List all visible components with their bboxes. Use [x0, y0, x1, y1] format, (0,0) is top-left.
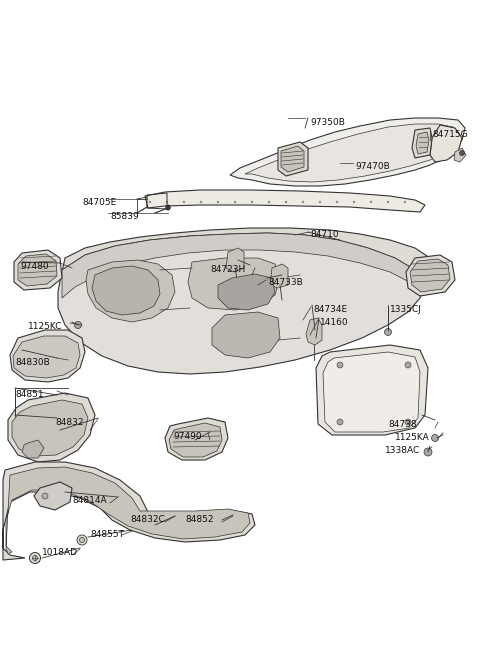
Polygon shape — [14, 250, 62, 290]
Polygon shape — [245, 124, 457, 182]
Circle shape — [336, 201, 338, 203]
Text: 1125KA: 1125KA — [395, 433, 430, 442]
Circle shape — [80, 537, 84, 543]
Circle shape — [285, 201, 287, 203]
Polygon shape — [410, 259, 450, 292]
Circle shape — [405, 419, 411, 425]
Circle shape — [74, 321, 82, 329]
Polygon shape — [60, 228, 432, 298]
Polygon shape — [86, 260, 175, 322]
Circle shape — [424, 448, 432, 456]
Text: 97480: 97480 — [20, 262, 48, 271]
Polygon shape — [3, 462, 255, 560]
Polygon shape — [165, 418, 228, 460]
Polygon shape — [188, 258, 280, 310]
Circle shape — [459, 150, 465, 155]
Text: 84851: 84851 — [15, 390, 44, 399]
Circle shape — [166, 205, 170, 209]
Text: 97490: 97490 — [173, 432, 202, 441]
Text: 84832C: 84832C — [130, 515, 165, 524]
Polygon shape — [13, 336, 80, 378]
Circle shape — [302, 201, 304, 203]
Text: 1018AD: 1018AD — [42, 548, 78, 557]
Text: 84855T: 84855T — [90, 530, 124, 539]
Polygon shape — [169, 423, 222, 457]
Polygon shape — [278, 142, 308, 176]
Circle shape — [217, 201, 219, 203]
Polygon shape — [34, 482, 72, 510]
Text: 84734E: 84734E — [313, 305, 347, 314]
Polygon shape — [306, 318, 322, 345]
Polygon shape — [412, 128, 432, 158]
Circle shape — [353, 201, 355, 203]
Text: 84733B: 84733B — [268, 278, 303, 287]
Circle shape — [404, 201, 406, 203]
Circle shape — [387, 201, 389, 203]
Text: 85839: 85839 — [110, 212, 139, 221]
Polygon shape — [58, 233, 425, 374]
Text: 84738: 84738 — [388, 420, 417, 429]
Text: 97350B: 97350B — [310, 118, 345, 127]
Circle shape — [149, 201, 151, 203]
Circle shape — [251, 201, 253, 203]
Polygon shape — [454, 148, 466, 162]
Text: 84830B: 84830B — [15, 358, 50, 367]
Circle shape — [337, 362, 343, 368]
Text: 97470B: 97470B — [355, 162, 390, 171]
Text: 84715G: 84715G — [432, 130, 468, 139]
Polygon shape — [22, 440, 44, 458]
Polygon shape — [62, 233, 425, 298]
Text: 84710: 84710 — [310, 230, 338, 239]
Circle shape — [234, 201, 236, 203]
Polygon shape — [430, 125, 462, 162]
Circle shape — [370, 201, 372, 203]
Text: 1335CJ: 1335CJ — [390, 305, 422, 314]
Polygon shape — [416, 132, 429, 154]
Text: 84723H: 84723H — [210, 265, 245, 274]
Text: 84814A: 84814A — [72, 496, 107, 505]
Polygon shape — [12, 400, 88, 456]
Polygon shape — [406, 255, 455, 296]
Polygon shape — [218, 274, 275, 310]
Circle shape — [384, 329, 392, 335]
Polygon shape — [226, 248, 244, 272]
Polygon shape — [212, 312, 280, 358]
Polygon shape — [8, 393, 95, 462]
Circle shape — [268, 201, 270, 203]
Circle shape — [42, 493, 48, 499]
Polygon shape — [281, 146, 304, 172]
Circle shape — [432, 434, 439, 441]
Circle shape — [200, 201, 202, 203]
Text: 14160: 14160 — [320, 318, 348, 327]
Circle shape — [337, 419, 343, 425]
Circle shape — [319, 201, 321, 203]
Text: 1125KC: 1125KC — [28, 322, 62, 331]
Polygon shape — [316, 345, 428, 435]
Circle shape — [33, 556, 37, 560]
Text: 84705E: 84705E — [82, 198, 116, 207]
Text: 1338AC: 1338AC — [385, 446, 420, 455]
Polygon shape — [6, 467, 250, 554]
Polygon shape — [10, 330, 85, 382]
Circle shape — [405, 362, 411, 368]
Circle shape — [166, 205, 170, 211]
Circle shape — [29, 552, 40, 564]
Polygon shape — [92, 266, 160, 315]
Polygon shape — [230, 118, 465, 186]
Polygon shape — [323, 352, 420, 432]
Polygon shape — [145, 190, 425, 212]
Circle shape — [77, 535, 87, 545]
Text: 84852: 84852 — [185, 515, 214, 524]
Circle shape — [183, 201, 185, 203]
Polygon shape — [270, 264, 288, 288]
Polygon shape — [18, 254, 57, 286]
Circle shape — [166, 201, 168, 203]
Text: 84832: 84832 — [55, 418, 84, 427]
